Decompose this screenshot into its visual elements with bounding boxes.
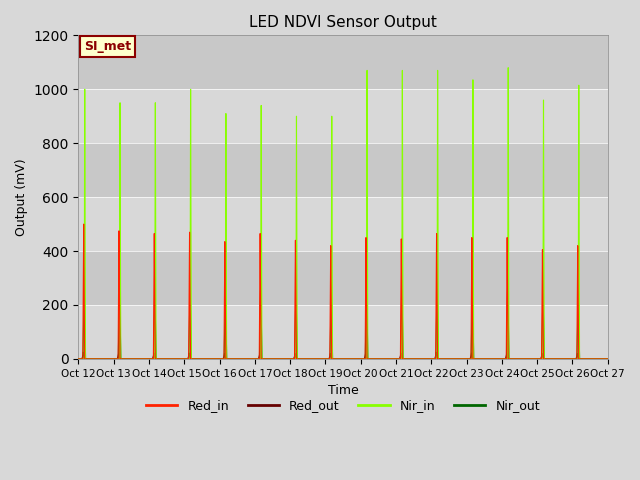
Y-axis label: Output (mV): Output (mV) — [15, 158, 28, 236]
Bar — [79, 143, 608, 197]
Bar — [79, 197, 608, 251]
Bar — [79, 89, 608, 143]
X-axis label: Time: Time — [328, 384, 358, 397]
Title: LED NDVI Sensor Output: LED NDVI Sensor Output — [249, 15, 437, 30]
Legend: Red_in, Red_out, Nir_in, Nir_out: Red_in, Red_out, Nir_in, Nir_out — [141, 395, 545, 418]
Bar — [79, 36, 608, 89]
Text: SI_met: SI_met — [84, 40, 131, 53]
Bar — [79, 305, 608, 359]
Bar — [79, 251, 608, 305]
